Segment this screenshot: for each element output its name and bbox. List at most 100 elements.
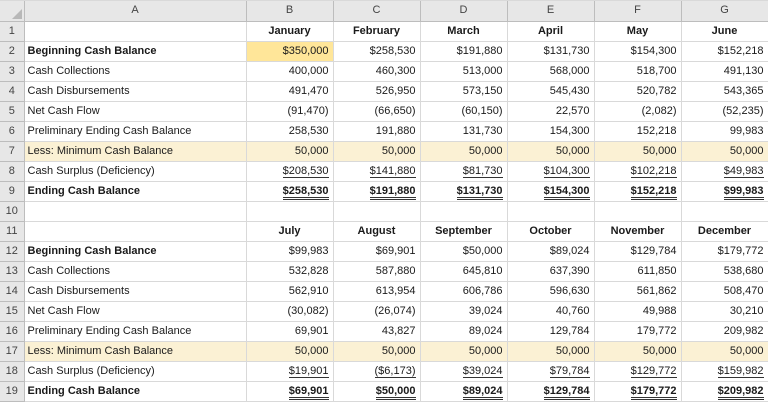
cell-F12[interactable]: $129,784 [594,241,682,262]
cell-D18[interactable]: $39,024 [420,361,508,382]
cell-F9[interactable]: $152,218 [594,181,682,202]
cell-D7[interactable]: 50,000 [420,141,508,162]
row-header-16[interactable]: 16 [0,321,25,342]
row-header-13[interactable]: 13 [0,261,25,282]
cell-E15[interactable]: 40,760 [507,301,595,322]
cell-F8[interactable]: $102,218 [594,161,682,182]
cell-D10[interactable] [420,201,508,222]
select-all-corner[interactable] [0,1,25,22]
cell-G2[interactable]: $152,218 [681,41,768,62]
cell-D6[interactable]: 131,730 [420,121,508,142]
column-header-C[interactable]: C [333,1,421,22]
cell-G13[interactable]: 538,680 [681,261,768,282]
cell-F2[interactable]: $154,300 [594,41,682,62]
column-header-B[interactable]: B [246,1,334,22]
cell-D1[interactable]: March [420,21,508,42]
cell-D17[interactable]: 50,000 [420,341,508,362]
cell-E5[interactable]: 22,570 [507,101,595,122]
cell-E12[interactable]: $89,024 [507,241,595,262]
cell-A4[interactable]: Cash Disbursements [24,81,247,102]
cell-B18[interactable]: $19,901 [246,361,334,382]
cell-A13[interactable]: Cash Collections [24,261,247,282]
cell-G18[interactable]: $159,982 [681,361,768,382]
cell-D19[interactable]: $89,024 [420,381,508,402]
cell-F19[interactable]: $179,772 [594,381,682,402]
cell-G10[interactable] [681,201,768,222]
cell-E8[interactable]: $104,300 [507,161,595,182]
cell-F16[interactable]: 179,772 [594,321,682,342]
cell-C16[interactable]: 43,827 [333,321,421,342]
cell-A17[interactable]: Less: Minimum Cash Balance [24,341,247,362]
row-header-8[interactable]: 8 [0,161,25,182]
cell-C6[interactable]: 191,880 [333,121,421,142]
column-header-F[interactable]: F [594,1,682,22]
row-header-7[interactable]: 7 [0,141,25,162]
cell-D4[interactable]: 573,150 [420,81,508,102]
cell-B1[interactable]: January [246,21,334,42]
cell-C13[interactable]: 587,880 [333,261,421,282]
cell-C9[interactable]: $191,880 [333,181,421,202]
cell-A10[interactable] [24,201,247,222]
cell-E19[interactable]: $129,784 [507,381,595,402]
cell-D13[interactable]: 645,810 [420,261,508,282]
cell-G14[interactable]: 508,470 [681,281,768,302]
row-header-6[interactable]: 6 [0,121,25,142]
cell-B19[interactable]: $69,901 [246,381,334,402]
cell-E14[interactable]: 596,630 [507,281,595,302]
cell-F6[interactable]: 152,218 [594,121,682,142]
cell-E4[interactable]: 545,430 [507,81,595,102]
cell-G9[interactable]: $99,983 [681,181,768,202]
cell-C2[interactable]: $258,530 [333,41,421,62]
cell-C14[interactable]: 613,954 [333,281,421,302]
cell-F4[interactable]: 520,782 [594,81,682,102]
row-header-10[interactable]: 10 [0,201,25,222]
cell-C18[interactable]: ($6,173) [333,361,421,382]
cell-F3[interactable]: 518,700 [594,61,682,82]
cell-B14[interactable]: 562,910 [246,281,334,302]
cell-D3[interactable]: 513,000 [420,61,508,82]
cell-E1[interactable]: April [507,21,595,42]
row-header-18[interactable]: 18 [0,361,25,382]
cell-B4[interactable]: 491,470 [246,81,334,102]
cell-C12[interactable]: $69,901 [333,241,421,262]
cell-F10[interactable] [594,201,682,222]
cell-F1[interactable]: May [594,21,682,42]
cell-A9[interactable]: Ending Cash Balance [24,181,247,202]
cell-B7[interactable]: 50,000 [246,141,334,162]
cell-D16[interactable]: 89,024 [420,321,508,342]
cell-A12[interactable]: Beginning Cash Balance [24,241,247,262]
cell-C3[interactable]: 460,300 [333,61,421,82]
cell-D9[interactable]: $131,730 [420,181,508,202]
row-header-3[interactable]: 3 [0,61,25,82]
cell-G3[interactable]: 491,130 [681,61,768,82]
column-header-E[interactable]: E [507,1,595,22]
cell-E17[interactable]: 50,000 [507,341,595,362]
cell-B2[interactable]: $350,000 [246,41,334,62]
cell-A2[interactable]: Beginning Cash Balance [24,41,247,62]
cell-A16[interactable]: Preliminary Ending Cash Balance [24,321,247,342]
cell-E11[interactable]: October [507,221,595,242]
row-header-19[interactable]: 19 [0,381,25,402]
row-header-2[interactable]: 2 [0,41,25,62]
cell-E13[interactable]: 637,390 [507,261,595,282]
cell-E7[interactable]: 50,000 [507,141,595,162]
cell-C11[interactable]: August [333,221,421,242]
cell-B15[interactable]: (30,082) [246,301,334,322]
cell-G12[interactable]: $179,772 [681,241,768,262]
cell-E10[interactable] [507,201,595,222]
column-header-D[interactable]: D [420,1,508,22]
cell-G8[interactable]: $49,983 [681,161,768,182]
row-header-9[interactable]: 9 [0,181,25,202]
cell-G1[interactable]: June [681,21,768,42]
row-header-4[interactable]: 4 [0,81,25,102]
cell-C17[interactable]: 50,000 [333,341,421,362]
cell-A15[interactable]: Net Cash Flow [24,301,247,322]
cell-A8[interactable]: Cash Surplus (Deficiency) [24,161,247,182]
cell-A5[interactable]: Net Cash Flow [24,101,247,122]
row-header-17[interactable]: 17 [0,341,25,362]
cell-E9[interactable]: $154,300 [507,181,595,202]
cell-B6[interactable]: 258,530 [246,121,334,142]
cell-B10[interactable] [246,201,334,222]
cell-E3[interactable]: 568,000 [507,61,595,82]
cell-D15[interactable]: 39,024 [420,301,508,322]
